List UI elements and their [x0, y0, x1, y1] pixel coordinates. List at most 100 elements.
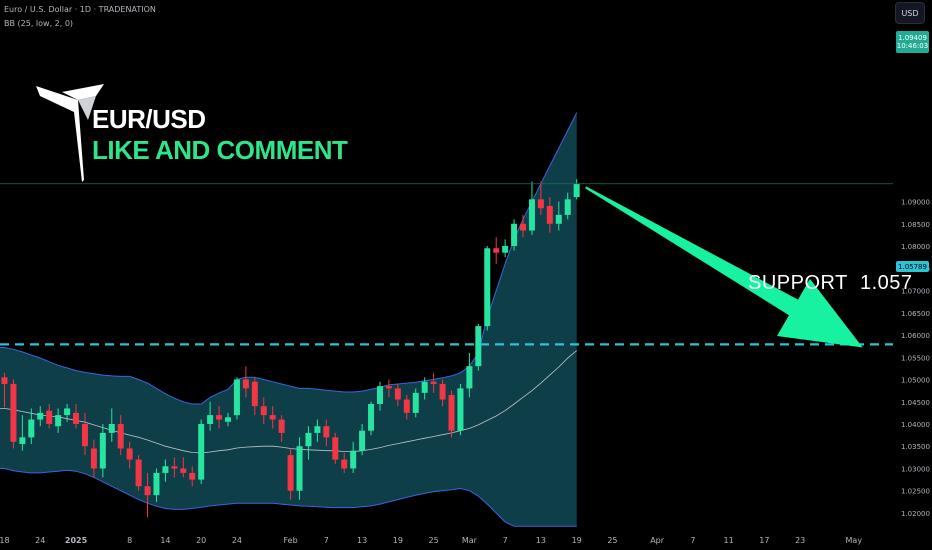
y-tick-label: 1.03500 — [901, 443, 930, 451]
candle — [117, 415, 124, 456]
x-tick-label: 14 — [160, 536, 170, 545]
candle — [430, 372, 437, 393]
candle — [439, 379, 446, 407]
candle — [64, 403, 71, 422]
candle — [385, 379, 392, 398]
y-tick-label: 1.05500 — [901, 354, 930, 362]
candle — [242, 366, 249, 398]
candle — [81, 412, 88, 456]
indicator-legend[interactable]: BB (25, low, 2, 0) — [4, 19, 74, 28]
x-tick-label: May — [846, 536, 863, 545]
y-tick-label: 1.06500 — [901, 310, 930, 318]
guide-lines — [0, 183, 893, 346]
x-tick-label: 13 — [357, 536, 367, 545]
time-axis[interactable]: 18 24 2025 8 14 20 24 Feb 7 13 19 25 Mar 7 13 19 25 Apr 7 1… — [0, 536, 862, 545]
candlesticks — [1, 179, 580, 518]
candle — [394, 383, 401, 407]
y-tick-label: 1.07000 — [901, 288, 930, 296]
candle — [502, 239, 509, 258]
candle — [225, 412, 231, 427]
candle — [90, 439, 97, 478]
x-tick-label: Feb — [283, 536, 297, 545]
candle — [28, 408, 35, 445]
candle — [484, 246, 491, 331]
y-tick-label: 1.08500 — [901, 221, 930, 229]
candle — [162, 459, 169, 482]
down-arrow-icon — [585, 186, 863, 348]
candle — [475, 323, 482, 371]
candle — [368, 401, 375, 436]
candle — [180, 457, 187, 478]
candle — [314, 419, 321, 442]
candle — [573, 179, 580, 200]
support-label: SUPPORT — [748, 272, 848, 294]
support-price-tag: 1.05789 — [896, 261, 929, 272]
candle — [46, 403, 53, 429]
candle — [546, 197, 553, 233]
candle — [466, 352, 473, 398]
candle — [537, 181, 544, 215]
candle — [493, 237, 500, 264]
candle — [269, 406, 276, 429]
x-tick-label: 7 — [503, 536, 508, 545]
x-tick-label: Apr — [650, 536, 665, 545]
x-tick-label: 24 — [35, 536, 45, 545]
y-tick-label: 1.06000 — [901, 332, 930, 340]
x-tick-label: 8 — [127, 536, 132, 545]
arrow-shape — [585, 186, 863, 348]
candle — [233, 377, 240, 420]
candle — [99, 423, 106, 478]
basis-line — [0, 350, 577, 454]
x-tick-label: Mar — [462, 536, 478, 545]
y-tick-label: 1.08000 — [901, 243, 930, 251]
candle — [341, 452, 348, 473]
x-tick-label: 18 — [0, 536, 10, 545]
candle — [412, 388, 419, 418]
candle — [144, 472, 151, 518]
candle — [73, 403, 80, 429]
countdown: 10:46:03 — [896, 42, 929, 50]
lower-band — [0, 468, 577, 527]
y-tick-label: 1.04000 — [901, 421, 930, 429]
support-annotation: SUPPORT 1.057 — [748, 272, 913, 295]
candle — [457, 383, 464, 436]
candle — [528, 181, 535, 235]
candle — [421, 377, 428, 400]
x-tick-label: 23 — [795, 536, 805, 545]
candle — [126, 441, 133, 469]
candle — [189, 466, 196, 487]
last-price-tag: 1.09409 10:46:03 — [896, 31, 929, 53]
candle — [403, 395, 410, 420]
candle — [350, 441, 357, 473]
brand-title: EUR/USD — [92, 104, 206, 134]
x-tick-label: 7 — [690, 536, 695, 545]
candle — [376, 381, 383, 411]
candle — [198, 419, 205, 485]
candle — [555, 201, 562, 231]
candle — [564, 192, 571, 220]
x-tick-label: 20 — [196, 536, 206, 545]
candle — [287, 448, 294, 500]
x-tick-label: 25 — [429, 536, 439, 545]
candle — [153, 468, 160, 502]
support-price: 1.05789 — [898, 262, 927, 271]
candle — [171, 457, 178, 478]
candle — [278, 415, 285, 442]
x-tick-label: 11 — [724, 536, 734, 545]
y-tick-label: 1.03000 — [901, 465, 930, 473]
currency-button[interactable]: USD — [895, 2, 925, 24]
x-tick-label: 17 — [759, 536, 769, 545]
candle — [323, 419, 330, 447]
price-axis[interactable]: 1.090001.085001.080001.075001.070001.065… — [901, 199, 930, 518]
candle — [10, 379, 17, 449]
candle — [55, 408, 62, 433]
x-tick-label: 19 — [393, 536, 403, 545]
y-tick-label: 1.04500 — [901, 399, 930, 407]
bollinger-bands — [0, 112, 578, 527]
x-tick-label: 24 — [232, 536, 242, 545]
candle — [359, 423, 366, 456]
x-tick-label: 19 — [572, 536, 582, 545]
candle — [251, 377, 258, 416]
y-tick-label: 1.09000 — [901, 199, 930, 207]
